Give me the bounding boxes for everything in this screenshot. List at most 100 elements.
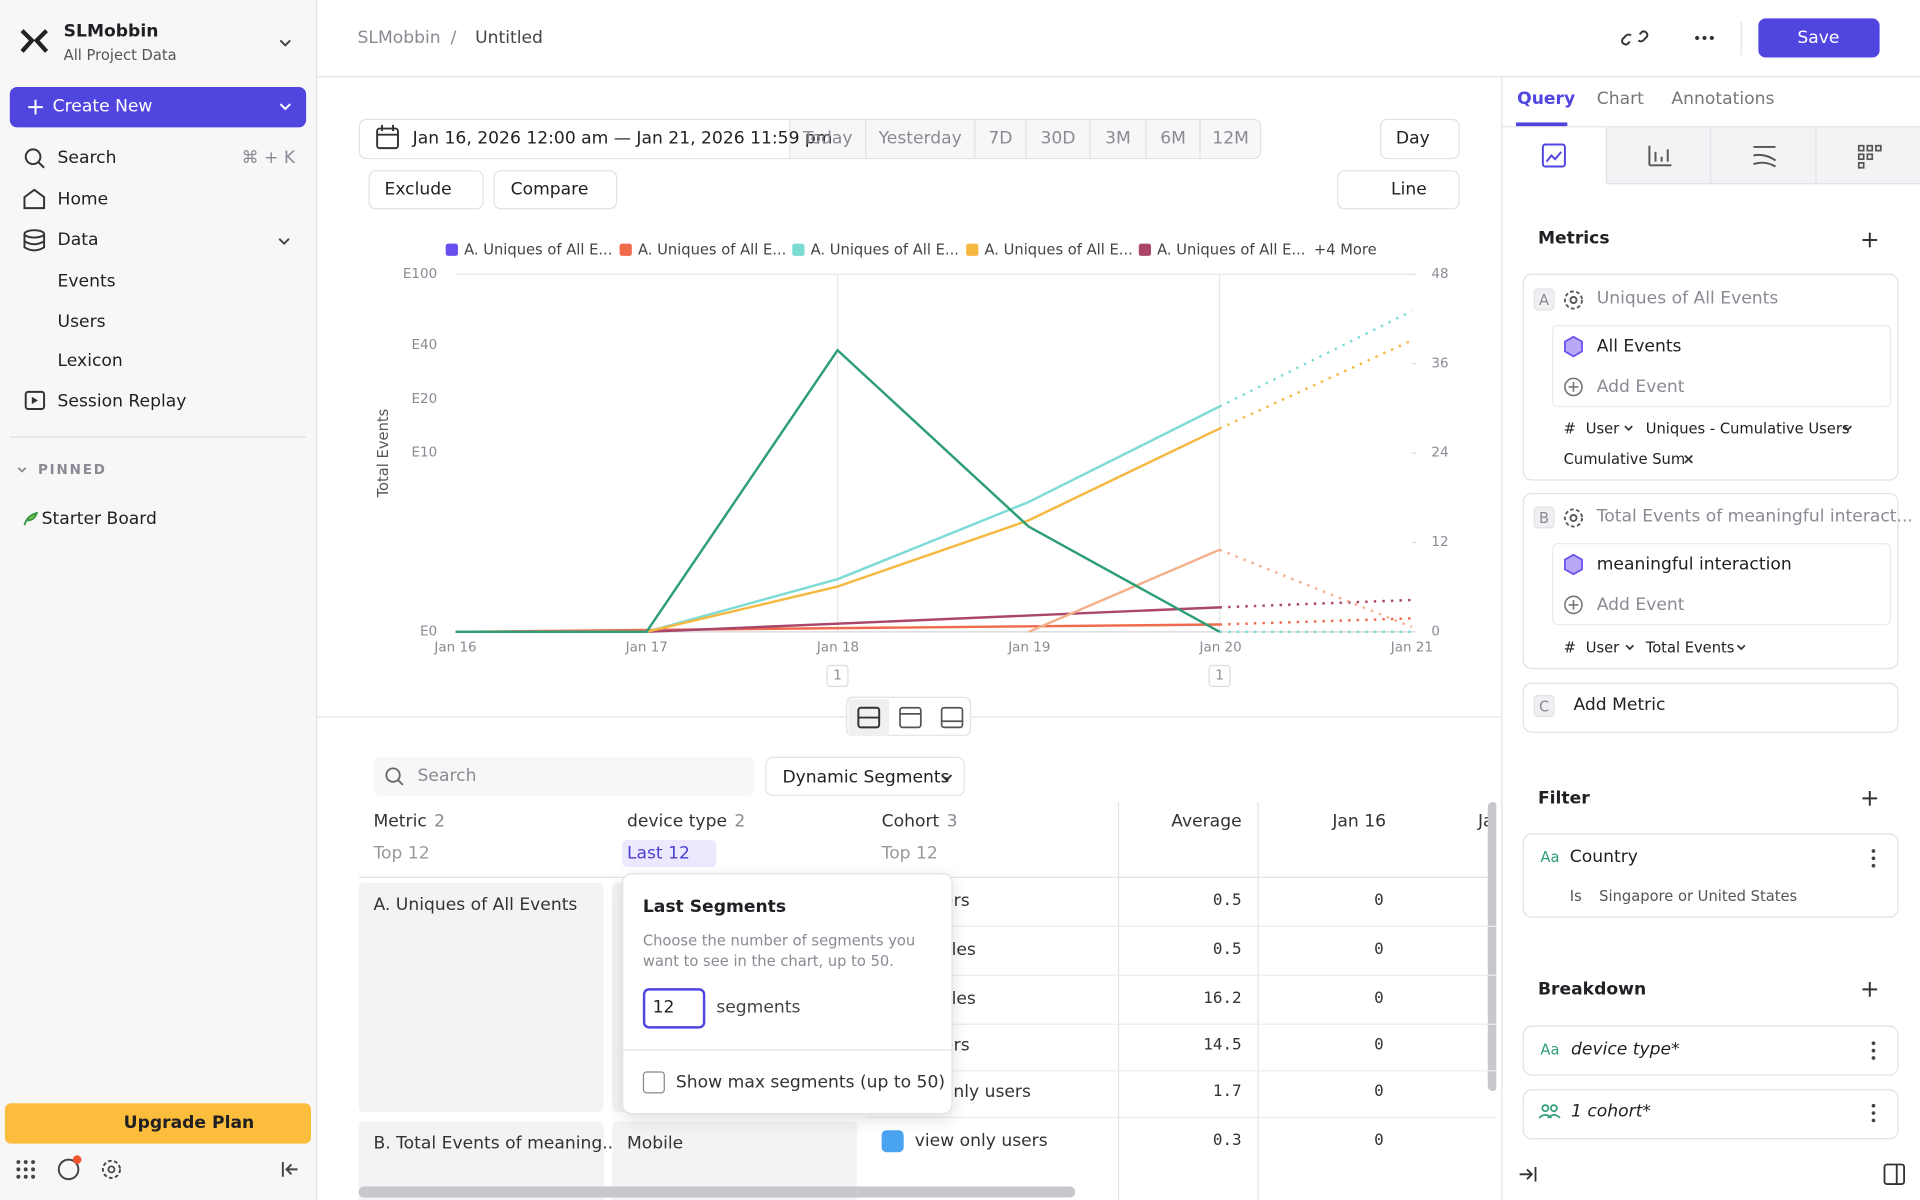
- range-preset[interactable]: 12M: [1212, 128, 1249, 149]
- add-metric-card[interactable]: [1522, 682, 1899, 733]
- y2-tick-label: 36: [1431, 355, 1449, 372]
- max-checkbox[interactable]: [642, 1071, 665, 1094]
- column-limit[interactable]: Last 12: [622, 840, 717, 867]
- average-cell: 0.3: [1212, 1131, 1242, 1150]
- range-preset[interactable]: Today: [802, 128, 853, 149]
- filter-operator[interactable]: Is: [1569, 887, 1582, 905]
- segments-popover: Last Segments Choose the number of segme…: [622, 873, 953, 1115]
- horizontal-scrollbar[interactable]: [358, 1186, 1076, 1198]
- nav-home[interactable]: Home: [57, 189, 109, 210]
- column-header[interactable]: Metric 2: [373, 811, 445, 833]
- add-event[interactable]: Add Event: [1596, 377, 1685, 397]
- legend-label[interactable]: A. Uniques of All E...: [810, 241, 959, 259]
- legend-label[interactable]: A. Uniques of All E...: [1157, 241, 1306, 259]
- event-name[interactable]: All Events: [1596, 336, 1682, 357]
- range-preset[interactable]: 3M: [1105, 128, 1131, 149]
- average-cell: 0.5: [1212, 891, 1242, 910]
- home-icon: [23, 188, 46, 210]
- kebab-icons[interactable]: [1871, 849, 1876, 1123]
- y-tick-label: E100: [402, 265, 438, 282]
- starter-board[interactable]: Starter Board: [41, 509, 157, 529]
- layout-toggle[interactable]: [846, 696, 972, 736]
- search-nav[interactable]: Search: [57, 148, 117, 168]
- panel-tab[interactable]: Annotations: [1671, 89, 1775, 109]
- create-new-label: Create New: [52, 96, 153, 117]
- add-event-icons[interactable]: [1564, 377, 1583, 615]
- legend-label[interactable]: A. Uniques of All E...: [637, 241, 787, 259]
- nav-data[interactable]: Data: [57, 230, 99, 250]
- range-preset[interactable]: 7D: [988, 128, 1013, 149]
- chart-type-button[interactable]: Line: [1337, 170, 1460, 210]
- letter-badges: [1533, 288, 1555, 717]
- nav-data-item[interactable]: Lexicon: [57, 351, 123, 372]
- funnels-icon[interactable]: [1648, 145, 1672, 167]
- date-range-picker[interactable]: [360, 120, 790, 158]
- measure-type[interactable]: Uniques - Cumulative Users: [1645, 420, 1850, 438]
- breadcrumb-page: Untitled: [475, 28, 543, 48]
- column-name: Cohort: [881, 811, 940, 832]
- compare-button[interactable]: Compare: [493, 170, 618, 210]
- data-icon: [23, 233, 46, 252]
- expand-icon[interactable]: [1519, 1166, 1537, 1182]
- small-controls[interactable]: [1624, 425, 1853, 651]
- upgrade-button[interactable]: Upgrade Plan: [4, 1103, 312, 1144]
- create-new-button[interactable]: Create New: [9, 86, 307, 128]
- panel-tab[interactable]: Query: [1517, 89, 1576, 109]
- chevron: [17, 467, 27, 473]
- more-icon[interactable]: [1695, 35, 1714, 41]
- cohort-icon: [1538, 1104, 1561, 1119]
- link-icon[interactable]: [1621, 30, 1649, 46]
- measure-property[interactable]: User: [1585, 639, 1620, 657]
- y-tick-label: E0: [420, 623, 438, 640]
- legend-label[interactable]: A. Uniques of All E...: [984, 241, 1133, 259]
- save-button[interactable]: Save: [1758, 18, 1880, 58]
- table-search[interactable]: Search: [373, 756, 755, 796]
- column-limit[interactable]: Top 12: [373, 843, 430, 864]
- filter-property[interactable]: Country: [1569, 847, 1638, 867]
- add-icons[interactable]: [1862, 232, 1878, 997]
- series-line: [455, 348, 1221, 634]
- interval-button[interactable]: Day: [1380, 118, 1460, 160]
- panel-tab[interactable]: Chart: [1596, 89, 1644, 109]
- annotation-box[interactable]: [826, 664, 849, 687]
- breakdown-title: Breakdown: [1537, 979, 1647, 1000]
- nav-data-item[interactable]: Users: [57, 311, 106, 332]
- event-name[interactable]: meaningful interaction: [1596, 554, 1792, 575]
- range-preset[interactable]: Yesterday: [878, 128, 962, 149]
- column-header[interactable]: device type 2: [627, 811, 745, 833]
- add-metric[interactable]: Add Metric: [1573, 695, 1666, 716]
- column-header[interactable]: Cohort 3: [882, 811, 958, 833]
- upgrade-label: Upgrade Plan: [123, 1113, 255, 1133]
- exclude-button[interactable]: Exclude: [368, 170, 484, 210]
- range-preset[interactable]: 6M: [1160, 128, 1186, 149]
- calendar-icon: [377, 124, 398, 136]
- column-limit[interactable]: Top 12: [881, 843, 938, 864]
- metric-name[interactable]: Uniques of All Events: [1596, 288, 1779, 309]
- nav-data-item[interactable]: Events: [57, 271, 116, 292]
- series-forecast: [1219, 548, 1413, 629]
- insights-icon[interactable]: [1541, 143, 1566, 168]
- filter-value[interactable]: Singapore or United States: [1599, 887, 1798, 905]
- annotation-box[interactable]: [1208, 664, 1231, 687]
- breakdown-item[interactable]: device type*: [1571, 1039, 1680, 1060]
- panel-icon[interactable]: [1883, 1163, 1906, 1186]
- breadcrumb-separator: /: [450, 28, 457, 48]
- range-preset[interactable]: 30D: [1040, 128, 1076, 149]
- measure-type[interactable]: Total Events: [1645, 639, 1735, 657]
- legend-more[interactable]: +4 More: [1313, 241, 1377, 259]
- legend-label[interactable]: A. Uniques of All E...: [464, 241, 613, 259]
- flows-icon[interactable]: [1753, 145, 1777, 168]
- breakdown-item[interactable]: 1 cohort*: [1571, 1102, 1651, 1122]
- nav-session-replay[interactable]: Session Replay: [57, 391, 187, 412]
- column-count: 2: [734, 811, 746, 832]
- breadcrumb-org[interactable]: SLMobbin: [357, 28, 441, 48]
- add-event[interactable]: Add Event: [1596, 595, 1685, 615]
- measure-property[interactable]: User: [1585, 420, 1620, 438]
- popover-divider: [623, 1049, 952, 1051]
- metric-name[interactable]: Total Events of meaningful interact...: [1596, 506, 1913, 527]
- retention-icon[interactable]: [1857, 144, 1882, 169]
- segments-input[interactable]: 12: [642, 988, 706, 1029]
- vertical-scrollbar[interactable]: [1487, 802, 1497, 1092]
- header-icons: [1621, 22, 1742, 56]
- segments-button[interactable]: Dynamic Segments: [765, 756, 965, 796]
